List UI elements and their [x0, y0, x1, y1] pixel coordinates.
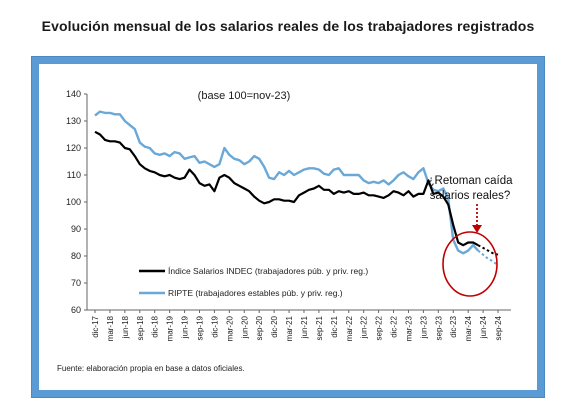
chart-axes: 60 70 80 90 100 110 120 130 140 dic-17 mar-18 jun-1… — [66, 89, 511, 341]
x-tick-label: jun-24 — [479, 315, 488, 339]
legend-label: RIPTE (trabajadores estables púb. y priv… — [168, 288, 343, 298]
y-tick-label: 140 — [66, 89, 81, 99]
y-tick-label: 80 — [71, 251, 81, 261]
x-tick-label: jun-19 — [181, 315, 190, 339]
annotation-circle — [442, 231, 498, 297]
line-chart: 60 70 80 90 100 110 120 130 140 dic-17 mar-18 jun-1… — [57, 89, 513, 373]
x-tick-label: mar-20 — [225, 315, 234, 341]
x-tick-label: sep-22 — [375, 315, 384, 340]
x-tick-label: sep-18 — [136, 315, 145, 340]
y-tick-label: 60 — [71, 305, 81, 315]
annotation-text-line: ¿Retoman caída — [427, 175, 513, 187]
x-tick-label: mar-19 — [166, 315, 175, 341]
chart-panel: 60 70 80 90 100 110 120 130 140 dic-17 mar-18 jun-1… — [39, 64, 537, 390]
x-tick-label: jun-21 — [300, 315, 309, 339]
projection-line-indec — [477, 244, 499, 256]
legend-label: Índice Salarios INDEC (trabajadores púb.… — [168, 266, 368, 276]
x-tick-label: jun-18 — [121, 315, 130, 339]
x-tick-label: sep-19 — [195, 315, 204, 340]
series-layer — [94, 110, 499, 267]
annotation-text-line: salarios reales? — [430, 190, 511, 202]
x-tick-label: mar-21 — [285, 315, 294, 341]
x-tick-label: dic-23 — [449, 315, 458, 337]
x-tick-label: jun-23 — [419, 315, 428, 339]
y-tick-label: 70 — [71, 278, 81, 288]
page-title: Evolución mensual de los salarios reales… — [41, 18, 535, 34]
x-tick-label: jun-22 — [360, 315, 369, 339]
x-tick-label: jun-20 — [240, 315, 249, 339]
x-tick-label: sep-20 — [255, 315, 264, 340]
x-tick-label: sep-24 — [494, 315, 503, 340]
annotation-arrow-head — [472, 225, 482, 233]
series-line-indec — [94, 130, 479, 247]
chart-source-note: Fuente: elaboración propia en base a dat… — [57, 364, 245, 373]
x-tick-label: dic-20 — [270, 315, 279, 337]
y-tick-label: 130 — [66, 116, 81, 126]
x-tick-label: dic-22 — [390, 315, 399, 337]
x-tick-label: dic-17 — [91, 315, 100, 337]
x-tick-label: dic-18 — [151, 315, 160, 337]
projection-line-ripte — [477, 249, 499, 267]
chart-annotation: ¿Retoman caída salarios reales? — [427, 175, 513, 297]
x-tick-label: dic-19 — [210, 315, 219, 337]
y-tick-label: 120 — [66, 143, 81, 153]
chart-frame: 60 70 80 90 100 110 120 130 140 dic-17 mar-18 jun-1… — [31, 56, 545, 398]
x-tick-label: mar-18 — [106, 315, 115, 341]
y-tick-label: 110 — [67, 170, 81, 180]
x-tick-label: sep-21 — [315, 315, 324, 340]
chart-legend: Índice Salarios INDEC (trabajadores púb.… — [139, 266, 368, 298]
y-tick-label: 100 — [66, 197, 81, 207]
x-tick-label: sep-23 — [434, 315, 443, 340]
chart-subtitle: (base 100=nov-23) — [198, 90, 291, 102]
x-tick-label: dic-21 — [330, 315, 339, 337]
y-tick-label: 90 — [71, 224, 81, 234]
x-tick-label: mar-22 — [345, 315, 354, 341]
x-tick-label: mar-23 — [404, 315, 413, 341]
x-tick-label: mar-24 — [464, 315, 473, 341]
series-line-ripte — [94, 110, 479, 255]
